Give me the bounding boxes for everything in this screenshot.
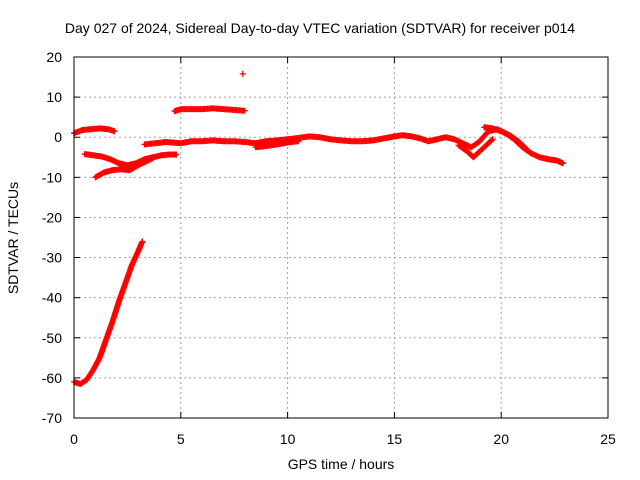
data-point-segment-h — [488, 136, 495, 143]
data-point-outlier — [239, 70, 246, 77]
data-point-segment-h — [489, 136, 496, 143]
y-axis-label: SDTVAR / TECUs — [5, 181, 21, 295]
data-point-segment-b — [173, 151, 180, 158]
data-point-segment-c — [150, 155, 157, 162]
y-tick-label: -50 — [42, 330, 62, 346]
x-axis-label: GPS time / hours — [287, 456, 395, 472]
y-tick-label: -60 — [42, 370, 62, 386]
axis-ticks: 0 5 10 15 20 25 20 10 0 -10 -20 -30 -40 -50 -60 -70 — [42, 49, 616, 447]
y-tick-label: -70 — [42, 410, 62, 426]
data-point-segment-g — [295, 138, 302, 145]
grid — [74, 57, 608, 418]
x-tick-label: 10 — [280, 431, 296, 447]
data-point-segment-f — [560, 160, 567, 167]
data-point-segment-e — [241, 107, 248, 114]
y-tick-label: -30 — [42, 250, 62, 266]
y-tick-label: -20 — [42, 209, 62, 225]
y-tick-label: 0 — [54, 129, 62, 145]
data-point-segment-i — [523, 146, 530, 153]
data-points — [71, 70, 567, 387]
x-tick-label: 20 — [493, 431, 509, 447]
y-tick-label: 20 — [46, 49, 62, 65]
x-tick-label: 25 — [600, 431, 616, 447]
chart-title: Day 027 of 2024, Sidereal Day-to-day VTE… — [64, 20, 576, 36]
x-tick-label: 0 — [70, 431, 78, 447]
x-tick-label: 15 — [387, 431, 403, 447]
data-point-segment-d — [139, 238, 146, 245]
y-tick-label: 10 — [46, 89, 62, 105]
data-point-segment-i — [522, 145, 529, 152]
x-tick-label: 5 — [177, 431, 185, 447]
y-tick-label: -10 — [42, 169, 62, 185]
plot-frame — [73, 56, 609, 419]
y-tick-label: -40 — [42, 290, 62, 306]
data-point-segment-a — [111, 128, 118, 135]
